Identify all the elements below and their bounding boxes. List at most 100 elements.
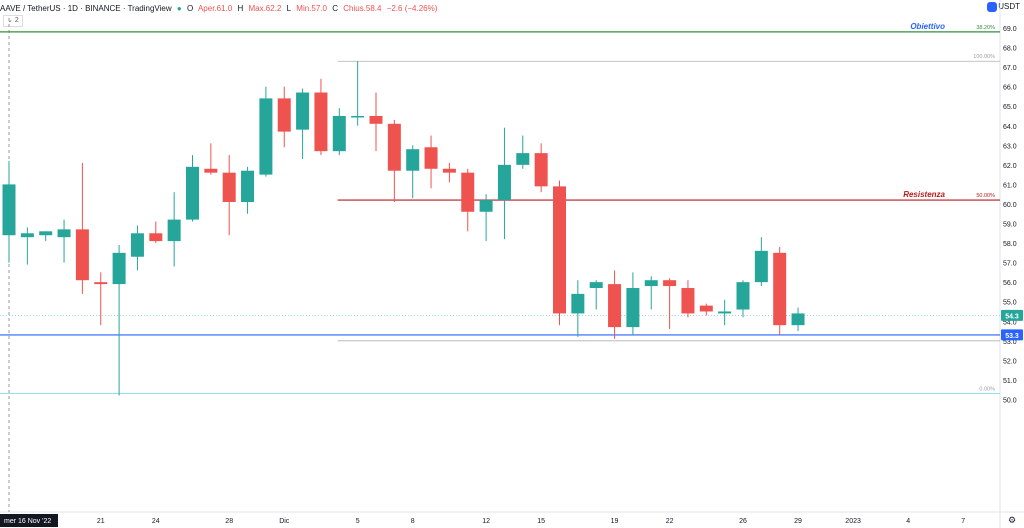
candle-body <box>94 282 108 285</box>
candle-body <box>20 233 34 238</box>
candle-body <box>259 98 273 175</box>
x-tick-label: 21 <box>97 518 105 525</box>
y-tick-label: 64.0 <box>1003 124 1017 131</box>
y-tick-label: 56.0 <box>1003 280 1017 287</box>
hline-label-obiettivo: Obiettivo <box>910 22 945 31</box>
high-value: Max.62.2 <box>248 4 282 13</box>
y-tick-label: 67.0 <box>1003 65 1017 72</box>
candle-body <box>644 280 658 287</box>
candle-body <box>314 92 328 152</box>
x-tick-label: 5 <box>356 518 360 525</box>
gear-icon[interactable]: ⚙ <box>1008 516 1016 526</box>
currency-label[interactable]: USDT <box>998 2 1020 11</box>
candle-body <box>296 92 310 130</box>
hline-label-resistenza: Resistenza <box>903 190 945 199</box>
time-axis[interactable]: mer 16 Nov '22 21 24 28 Dic 5 8 12 15 19 22 26 29 202… <box>0 514 1016 527</box>
y-tick-label: 58.0 <box>1003 241 1017 248</box>
close-label: C <box>332 4 338 13</box>
low-value: Min.57.0 <box>296 4 327 13</box>
x-tick-label: 15 <box>537 518 545 525</box>
hline-ratio-low-line: 0.00% <box>979 387 995 393</box>
hline-ratio-fib-100: 100.00% <box>973 54 995 60</box>
candle-body <box>369 115 383 124</box>
candle-body <box>754 250 768 283</box>
candle-body <box>681 288 695 314</box>
price-badge-label: 54.3 <box>1005 313 1019 320</box>
price-badge-label: 53.3 <box>1005 333 1019 340</box>
price-badge <box>1001 329 1023 341</box>
x-tick-label: 29 <box>794 518 802 525</box>
hline-ratio-obiettivo: 38.20% <box>976 25 995 31</box>
y-tick-label: 53.0 <box>1003 339 1017 346</box>
y-tick-label: 60.0 <box>1003 202 1017 209</box>
candle-body <box>222 172 236 202</box>
y-tick-label: 69.0 <box>1003 26 1017 33</box>
x-tick-label: 28 <box>225 518 233 525</box>
y-tick-label: 51.0 <box>1003 378 1017 385</box>
chevron-down-icon: ⌄ <box>7 17 13 24</box>
candle-body <box>736 282 750 310</box>
candle-body <box>241 170 255 202</box>
x-tick-label: 4 <box>906 518 910 525</box>
x-tick-label: 24 <box>152 518 160 525</box>
x-tick-label: 26 <box>739 518 747 525</box>
y-tick-label: 57.0 <box>1003 261 1017 268</box>
candle-body <box>553 186 566 314</box>
y-tick-label: 52.0 <box>1003 358 1017 365</box>
change-value: −2.6 (−4.26%) <box>386 4 438 13</box>
x-tick-label: 22 <box>666 518 674 525</box>
currency-icon[interactable] <box>987 2 997 12</box>
candle-body <box>589 282 603 289</box>
y-tick-label: 61.0 <box>1003 182 1017 189</box>
candle-body <box>791 313 805 326</box>
x-tick-label: mer 16 Nov '22 <box>4 518 51 525</box>
legend-count: 2 <box>14 17 19 24</box>
high-label: H <box>237 4 244 13</box>
candle-body <box>516 153 530 165</box>
low-label: L <box>286 4 292 13</box>
x-tick-label: Dic <box>279 518 290 525</box>
candle-body <box>2 184 16 236</box>
candles <box>2 61 805 396</box>
y-tick-label: 65.0 <box>1003 104 1017 111</box>
candle-body <box>39 231 53 236</box>
candle-body <box>186 166 199 220</box>
symbol-title[interactable]: AAVE / TetherUS · 1D · BINANCE · Trading… <box>0 4 172 13</box>
candle-body <box>534 153 548 187</box>
candle-body <box>112 252 126 285</box>
candle-body <box>149 233 163 242</box>
candle-body <box>277 98 291 132</box>
candle-body <box>571 293 585 314</box>
open-label: O <box>186 4 194 13</box>
candle-body <box>57 229 71 238</box>
candle-body <box>718 311 732 314</box>
price-badge <box>1001 309 1023 321</box>
y-tick-label: 59.0 <box>1003 222 1017 229</box>
candle-body <box>442 168 456 173</box>
y-tick-label: 55.0 <box>1003 300 1017 307</box>
y-tick-label: 68.0 <box>1003 46 1017 53</box>
candle-body <box>332 115 346 152</box>
y-tick-label: 54.0 <box>1003 319 1017 326</box>
candle-body <box>497 164 511 201</box>
candle-body <box>130 233 144 257</box>
candle-body <box>479 200 493 212</box>
price-axis[interactable]: 50.0 51.0 52.0 53.0 54.0 55.0 56.0 57.0 58.0 59.0… <box>1001 26 1023 404</box>
horizontal-lines: Obiettivo 38.20% 100.00% Resistenza 50.00% 0.… <box>0 22 1000 394</box>
candle-body <box>204 168 218 173</box>
x-tick-label: 2023 <box>845 518 861 525</box>
candle-body <box>406 149 420 171</box>
x-tick-label: 7 <box>961 518 965 525</box>
x-tick-label: 19 <box>611 518 619 525</box>
y-tick-label: 50.0 <box>1003 397 1017 404</box>
legend-toggle-button[interactable]: ⌄ 2 <box>3 15 23 27</box>
close-value: Chius.58.4 <box>343 4 382 13</box>
y-tick-label: 63.0 <box>1003 143 1017 150</box>
open-value: Aper.61.0 <box>197 4 233 13</box>
candle-body <box>773 252 787 326</box>
y-tick-label: 66.0 <box>1003 85 1017 92</box>
candle-body <box>167 219 181 242</box>
x-tick-label: 12 <box>482 518 490 525</box>
